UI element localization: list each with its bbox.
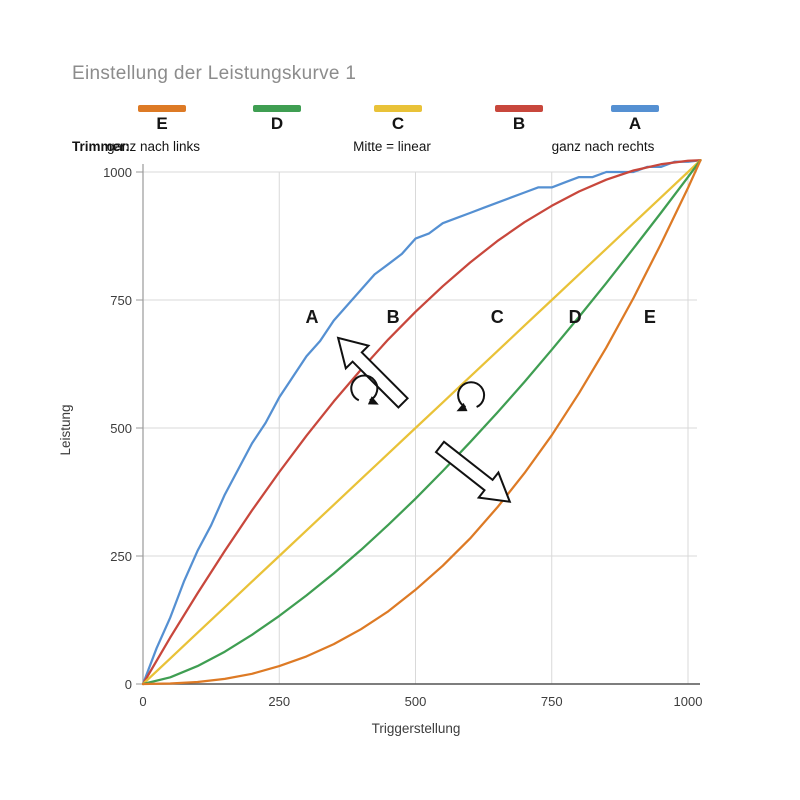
trimmer-caption-mid: Mitte = linear xyxy=(353,139,431,154)
legend-label-A: A xyxy=(628,114,642,133)
trimmer-caption-right: ganz nach rechts xyxy=(551,139,655,154)
trimmer-prefix: Trimmer: xyxy=(72,139,130,154)
legend-item-A: A xyxy=(605,105,665,134)
legend-item-B: B xyxy=(489,105,549,134)
x-tick-label-1000: 1000 xyxy=(674,694,703,709)
x-tick-label-500: 500 xyxy=(405,694,427,709)
curve-D xyxy=(141,159,702,686)
legend-label-C: C xyxy=(391,114,405,133)
legend-swatch-A xyxy=(611,105,659,112)
trimmer-caption-left: ganz nach links xyxy=(107,139,201,154)
shift-arrow-1 xyxy=(336,336,410,409)
y-axis-title: Leistung xyxy=(58,404,73,455)
legend-swatch-E xyxy=(138,105,186,112)
x-axis-title: Triggerstellung xyxy=(372,721,461,736)
curve-E xyxy=(141,159,702,686)
y-tick-label-1000: 1000 xyxy=(103,165,132,180)
legend-item-D: D xyxy=(247,105,307,134)
legend-label-D: D xyxy=(270,114,284,133)
legend-label-B: B xyxy=(512,114,526,133)
curve-A xyxy=(141,159,702,686)
y-tick-label-500: 500 xyxy=(110,421,132,436)
rotate-arrow-head-1 xyxy=(367,396,379,405)
x-tick-label-750: 750 xyxy=(541,694,563,709)
legend-swatch-D xyxy=(253,105,301,112)
y-tick-label-0: 0 xyxy=(125,677,132,692)
curve-B xyxy=(141,159,702,686)
y-tick-label-750: 750 xyxy=(110,293,132,308)
shift-arrow-2 xyxy=(434,440,512,503)
x-tick-label-250: 250 xyxy=(268,694,290,709)
y-tick-label-250: 250 xyxy=(110,549,132,564)
x-tick-label-0: 0 xyxy=(139,694,146,709)
rotate-arrow-2 xyxy=(457,381,486,408)
curve-letter-B: B xyxy=(387,307,400,327)
legend-swatch-B xyxy=(495,105,543,112)
legend-label-E: E xyxy=(156,114,168,133)
curve-letter-E: E xyxy=(644,307,656,327)
chart-title: Einstellung der Leistungskurve 1 xyxy=(72,63,357,84)
rotate-arrow-1 xyxy=(350,374,379,402)
curve-letter-C: C xyxy=(491,307,504,327)
trimmer-caption-row: Trimmer: ganz nach links Mitte = linear … xyxy=(0,139,800,157)
rotate-arrow-head-2 xyxy=(456,402,468,412)
legend-swatch-C xyxy=(374,105,422,112)
legend-item-C: C xyxy=(368,105,428,134)
curve-letter-D: D xyxy=(569,307,582,327)
curve-letter-A: A xyxy=(305,307,318,327)
curve-C xyxy=(141,159,702,686)
legend-item-E: E xyxy=(132,105,192,134)
